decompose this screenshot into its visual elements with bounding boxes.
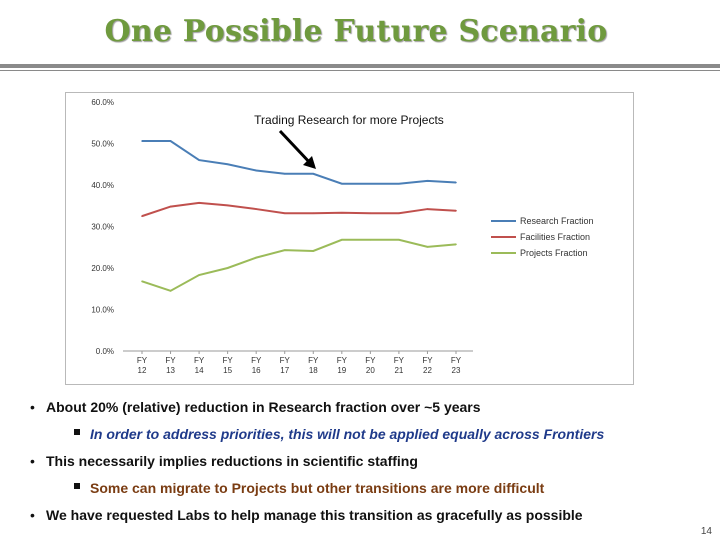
series-line-research-fraction — [142, 140, 457, 185]
data-point — [141, 215, 143, 217]
sub-bullet-item: In order to address priorities, this wil… — [30, 425, 680, 452]
data-point — [312, 172, 315, 175]
data-point — [169, 290, 172, 292]
data-point — [283, 172, 286, 175]
data-point — [455, 243, 457, 246]
data-point — [198, 159, 200, 161]
bullet-dot-icon: • — [30, 453, 35, 469]
data-point — [398, 182, 400, 185]
bullet-text: We have requested Labs to help manage th… — [46, 507, 583, 523]
sub-bullet-item: Some can migrate to Projects but other t… — [30, 479, 680, 506]
data-point — [455, 181, 457, 184]
square-bullet-icon — [74, 483, 80, 489]
data-point — [255, 169, 257, 172]
data-point — [255, 208, 257, 210]
x-tick-label: FY — [165, 356, 176, 365]
x-tick-label: 15 — [223, 366, 232, 375]
title-divider-thick — [0, 64, 720, 68]
x-tick-label: FY — [422, 356, 433, 365]
series-line-facilities-fraction — [141, 201, 457, 218]
x-tick-label: FY — [280, 356, 291, 365]
x-tick-label: 20 — [366, 366, 375, 375]
data-point — [141, 280, 143, 283]
bullet-text: This necessarily implies reductions in s… — [46, 453, 418, 469]
data-point — [426, 208, 429, 210]
square-bullet-icon — [74, 429, 80, 435]
x-tick-label: 16 — [252, 366, 261, 375]
data-point — [369, 212, 372, 215]
y-tick-label: 50.0% — [91, 140, 114, 149]
data-point — [255, 256, 257, 259]
x-tick-label: FY — [394, 356, 405, 365]
data-point — [226, 163, 229, 166]
x-tick-label: FY — [337, 356, 348, 365]
line-chart: 0.0%10.0%20.0%30.0%40.0%50.0%60.0%FY12FY… — [91, 98, 594, 375]
data-point — [198, 274, 200, 276]
data-point — [398, 212, 400, 215]
legend-label: Facilities Fraction — [520, 232, 590, 242]
x-tick-label: 17 — [280, 366, 289, 375]
x-tick-label: FY — [223, 356, 234, 365]
chart-annotation: Trading Research for more Projects — [254, 113, 444, 127]
data-point — [426, 180, 429, 182]
x-tick-label: 23 — [452, 366, 461, 375]
sub-bullet-text: In order to address priorities, this wil… — [90, 426, 605, 442]
bullet-text: About 20% (relative) reduction in Resear… — [46, 399, 481, 415]
x-tick-label: 12 — [138, 366, 147, 375]
sub-bullet-text: Some can migrate to Projects but other t… — [90, 480, 545, 496]
slide-title: One Possible Future Scenario — [104, 14, 608, 49]
x-tick-label: 14 — [195, 366, 204, 375]
x-tick-label: FY — [365, 356, 376, 365]
annotation-arrow-shaft — [278, 129, 314, 167]
data-point — [198, 202, 200, 204]
y-tick-label: 0.0% — [96, 347, 114, 356]
data-point — [398, 238, 400, 241]
data-point — [169, 140, 172, 142]
data-point — [283, 212, 286, 215]
legend-label: Research Fraction — [520, 216, 594, 226]
title-divider-thin — [0, 70, 720, 71]
x-tick-label: 19 — [337, 366, 346, 375]
x-tick-label: FY — [251, 356, 262, 365]
bullet-dot-icon: • — [30, 507, 35, 523]
series-line-projects-fraction — [141, 238, 457, 292]
data-point — [226, 204, 229, 207]
bullet-item: • This necessarily implies reductions in… — [30, 452, 680, 479]
data-point — [369, 182, 372, 185]
annotation-arrow-head-icon — [303, 156, 316, 169]
data-point — [312, 250, 315, 252]
data-point — [426, 246, 429, 248]
x-tick-label: FY — [451, 356, 462, 365]
data-point — [341, 182, 343, 185]
y-tick-label: 30.0% — [91, 223, 114, 232]
chart-frame: 0.0% 10.0% 20.0% 30.0% 40.0% 50.0% 60.0% FY 12 FY… — [65, 92, 634, 385]
data-point — [341, 238, 343, 241]
legend-label: Projects Fraction — [520, 248, 588, 258]
bullet-dot-icon: • — [30, 399, 35, 415]
page-number: 14 — [700, 526, 712, 537]
x-tick-label: FY — [194, 356, 205, 365]
y-tick-label: 10.0% — [91, 306, 114, 315]
y-tick-label: 60.0% — [91, 98, 114, 107]
data-point — [369, 238, 372, 241]
x-tick-label: 18 — [309, 366, 318, 375]
data-point — [312, 212, 315, 215]
bullet-list: • About 20% (relative) reduction in Rese… — [30, 398, 680, 533]
x-tick-label: 13 — [166, 366, 175, 375]
y-tick-label: 40.0% — [91, 181, 114, 190]
data-point — [141, 140, 143, 142]
x-tick-label: FY — [137, 356, 148, 365]
data-point — [341, 212, 343, 214]
x-tick-label: 22 — [423, 366, 432, 375]
x-tick-label: 21 — [394, 366, 403, 375]
data-point — [169, 205, 172, 208]
x-tick-label: FY — [308, 356, 319, 365]
data-point — [226, 267, 229, 269]
bullet-item: • About 20% (relative) reduction in Rese… — [30, 398, 680, 425]
bullet-item: • We have requested Labs to help manage … — [30, 506, 680, 533]
data-point — [455, 209, 457, 212]
y-tick-label: 20.0% — [91, 264, 114, 273]
data-point — [283, 249, 286, 251]
